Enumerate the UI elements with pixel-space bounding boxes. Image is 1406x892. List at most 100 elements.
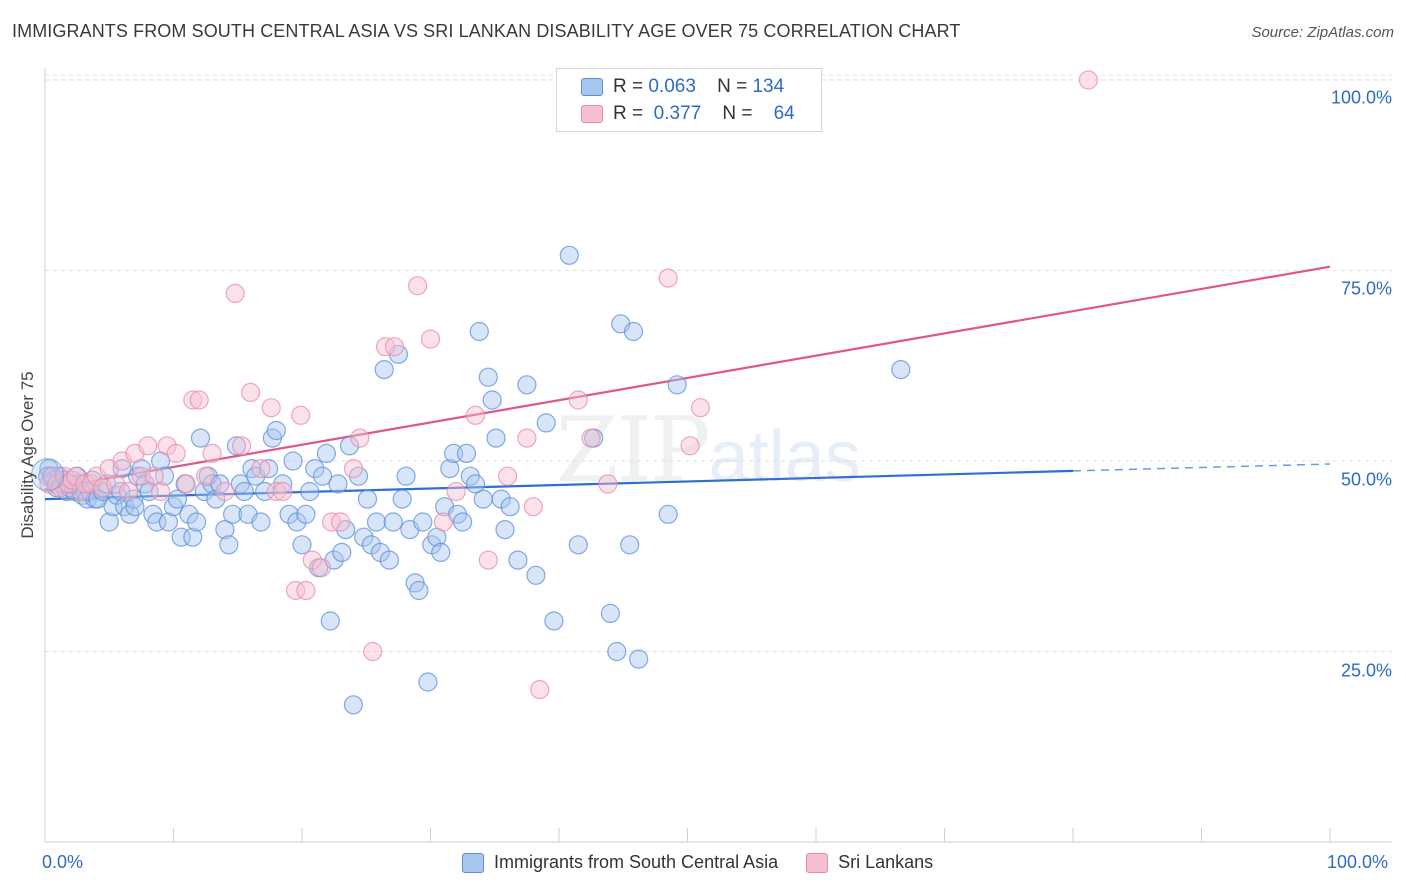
gridlines (45, 74, 1392, 652)
data-point (453, 512, 473, 532)
data-point (891, 360, 911, 380)
data-point (680, 436, 700, 456)
data-point (223, 504, 243, 524)
data-point (508, 550, 528, 570)
data-point (486, 428, 506, 448)
pink-swatch (581, 105, 603, 123)
data-point (219, 535, 239, 555)
data-point (259, 459, 279, 479)
data-point (166, 443, 186, 463)
data-point (568, 390, 588, 410)
data-point (266, 420, 286, 441)
legend-swatch-blue (462, 852, 484, 873)
data-point (383, 512, 403, 532)
data-point (251, 512, 271, 532)
data-point-large (30, 458, 65, 492)
data-point (273, 481, 293, 502)
data-point (600, 603, 621, 624)
data-point (396, 466, 416, 486)
data-point (196, 466, 216, 486)
data-point (167, 489, 187, 509)
data-point (234, 481, 254, 502)
stats-box: R = 0.063 N = 134 R = 0.377 N = 64 (556, 68, 822, 132)
trend-line-sri-lankans (44, 265, 1331, 491)
data-point (384, 337, 405, 357)
y-tick-label-25: 25.0% (1340, 660, 1392, 681)
x-tick-label-max: 100.0% (1327, 852, 1389, 872)
data-point (273, 474, 293, 494)
data-point (379, 550, 399, 570)
data-point (176, 474, 196, 494)
data-point (313, 466, 333, 486)
legend: Immigrants from South Central Asia Sri L… (462, 852, 961, 873)
blue-swatch (581, 78, 603, 96)
stats-row-blue: R = 0.063 N = 134 (581, 75, 784, 99)
r-value-pink: 0.377 (653, 103, 702, 124)
data-points (30, 70, 1099, 715)
legend-item-south-central-asia[interactable]: Immigrants from South Central Asia (462, 852, 778, 873)
data-point (332, 542, 352, 563)
data-point (190, 428, 211, 448)
source-label[interactable]: Source: ZipAtlas.com (1251, 24, 1394, 41)
data-point (305, 459, 325, 479)
data-point (357, 489, 378, 509)
data-point (530, 679, 550, 700)
data-point (374, 360, 394, 380)
data-point (202, 443, 222, 463)
data-point (99, 512, 119, 532)
data-point (568, 535, 588, 555)
data-point (215, 481, 235, 502)
data-point (465, 474, 486, 494)
n-value-blue: 134 (752, 76, 785, 97)
data-point (1078, 70, 1099, 90)
watermark: ZIPatlas (556, 398, 861, 503)
data-point (343, 459, 363, 479)
chart-title: IMMIGRANTS FROM SOUTH CENTRAL ASIA VS SR… (12, 21, 961, 41)
data-point (241, 382, 261, 402)
data-point (279, 504, 299, 524)
data-point (261, 398, 281, 418)
data-point (75, 474, 95, 494)
data-point (629, 649, 649, 669)
data-point (526, 565, 546, 585)
data-point (139, 481, 159, 502)
data-point (316, 443, 336, 463)
data-point (187, 512, 207, 532)
data-point (418, 672, 438, 692)
r-label: R = (613, 76, 644, 97)
data-point (194, 481, 214, 502)
data-point (171, 527, 191, 547)
data-point (482, 390, 502, 410)
data-point (456, 443, 477, 463)
data-point (523, 497, 543, 517)
data-point (291, 405, 311, 425)
axes (44, 68, 1392, 843)
legend-label-south-central-asia: Immigrants from South Central Asia (494, 852, 779, 872)
data-point (232, 436, 252, 456)
data-point (498, 466, 518, 486)
data-point (118, 481, 139, 502)
legend-item-sri-lankans[interactable]: Sri Lankans (806, 852, 933, 873)
data-point (598, 474, 618, 494)
x-tick-label-min: 0.0% (42, 852, 84, 872)
y-axis-label: Disability Age Over 75 (18, 371, 37, 539)
data-point (658, 504, 678, 524)
data-point (469, 321, 489, 342)
watermark-zip: ZIP (556, 398, 711, 503)
data-point (409, 580, 429, 601)
data-point (283, 451, 303, 471)
data-point (183, 390, 203, 410)
stats-row-pink: R = 0.377 N = 64 (581, 102, 795, 126)
data-point (354, 527, 374, 547)
data-point (500, 497, 520, 517)
data-point (446, 481, 466, 502)
data-point (311, 558, 331, 578)
series-points-sri-lankans (39, 70, 1099, 700)
data-point (366, 512, 387, 532)
data-point (183, 527, 203, 547)
data-point (536, 413, 556, 433)
y-tick-label-75: 75.0% (1340, 278, 1392, 299)
y-tick-label-100: 100.0% (1330, 87, 1392, 108)
data-point (350, 428, 370, 448)
